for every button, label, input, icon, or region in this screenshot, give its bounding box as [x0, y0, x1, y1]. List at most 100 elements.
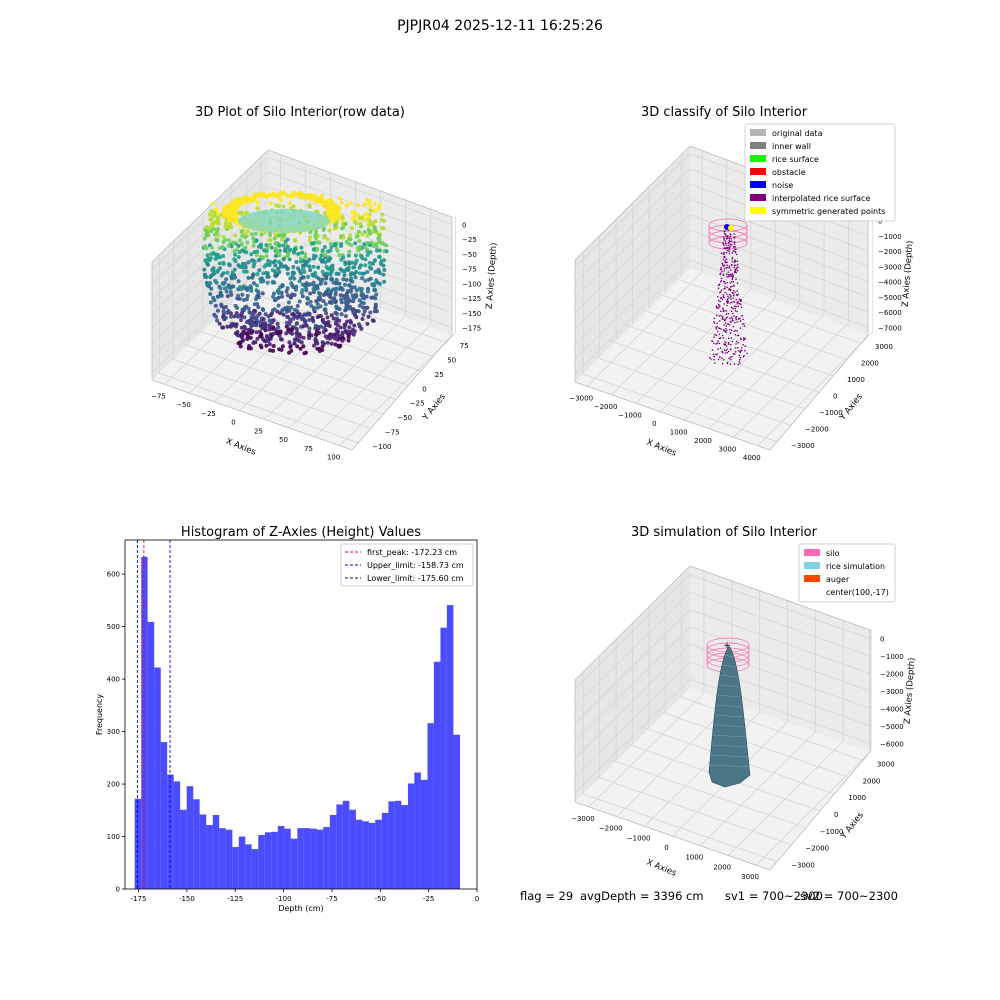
raw-data-point [354, 288, 359, 293]
p2-zgrid-left [574, 199, 691, 314]
interpolated-point [722, 258, 725, 261]
interpolated-point [735, 253, 738, 256]
p2-box-edge [574, 381, 771, 451]
raw-data-point [247, 327, 252, 332]
p2-zgrid-left [574, 260, 691, 375]
raw-data-point [244, 320, 249, 325]
histogram-bar [238, 836, 246, 889]
raw-data-point [273, 263, 278, 268]
raw-data-point [361, 292, 366, 297]
raw-data-point [202, 236, 207, 241]
interpolated-point [746, 352, 748, 355]
raw-data-point [278, 198, 283, 203]
interpolated-point [733, 294, 735, 297]
raw-data-point [316, 314, 321, 319]
raw-data-point [256, 244, 261, 249]
raw-data-point [246, 306, 251, 311]
raw-data-point [255, 336, 260, 341]
raw-data-point [322, 235, 327, 240]
raw-data-point [329, 289, 334, 294]
raw-data-point [350, 217, 355, 222]
interpolated-point [722, 294, 725, 296]
raw-data-point [344, 298, 349, 302]
interpolated-point [723, 269, 725, 272]
p2-ytick-label: 3000 [875, 343, 893, 351]
raw-data-point [285, 266, 290, 271]
interpolated-point [726, 237, 729, 240]
interpolated-point [728, 242, 730, 244]
interpolated-point [730, 240, 733, 242]
interpolated-point [730, 329, 733, 332]
raw-data-point [320, 248, 325, 253]
xtick-label: -175 [131, 895, 147, 903]
interpolated-point [719, 320, 721, 322]
p1-box-edge [267, 149, 453, 218]
raw-data-point [357, 246, 362, 251]
interpolated-point [731, 355, 733, 358]
raw-data-point [311, 253, 316, 258]
p2-xtick-label: 1000 [670, 428, 688, 436]
raw-data-point [337, 253, 342, 258]
p4-legend-label: center(100,-17) [826, 588, 889, 597]
raw-data-point [362, 202, 367, 207]
interpolated-point [728, 287, 731, 290]
raw-data-point [300, 294, 305, 299]
raw-data-point [329, 313, 334, 318]
interpolated-point [722, 273, 725, 276]
raw-data-point [363, 278, 368, 283]
raw-data-point [208, 292, 213, 296]
raw-data-point [290, 331, 295, 336]
interpolated-point [725, 266, 728, 269]
p4-ztick-label: −4000 [880, 705, 904, 713]
interpolated-point [726, 275, 728, 278]
interpolated-point [726, 293, 728, 295]
raw-data-point [322, 307, 327, 312]
raw-data-point [273, 241, 278, 246]
raw-data-point [233, 252, 238, 257]
raw-data-point [293, 237, 297, 242]
raw-data-point [301, 344, 306, 349]
raw-data-point [287, 201, 292, 206]
raw-data-point [307, 203, 312, 208]
interpolated-point [713, 353, 715, 356]
raw-data-point [337, 307, 342, 312]
interpolated-point [723, 239, 725, 241]
p4-ztick-label: 0 [880, 636, 884, 644]
interpolated-point [715, 334, 718, 337]
raw-data-point [368, 208, 373, 213]
raw-data-point [245, 229, 250, 234]
raw-data-point [272, 307, 277, 312]
raw-data-point [345, 319, 349, 324]
p4-xtick-label: −2000 [599, 825, 623, 833]
raw-data-point [269, 333, 274, 338]
raw-data-point [251, 281, 256, 286]
raw-rim-point [227, 217, 233, 223]
interpolated-point [720, 252, 723, 255]
raw-data-point [305, 311, 310, 316]
raw-data-point [226, 308, 231, 313]
interpolated-point [733, 330, 735, 333]
raw-data-point [290, 312, 295, 317]
interpolated-point [739, 327, 742, 329]
raw-data-point [324, 276, 329, 281]
raw-data-point [369, 266, 374, 271]
interpolated-point [730, 310, 733, 313]
raw-data-point [344, 304, 349, 309]
ytick-label: 200 [107, 781, 120, 789]
interpolated-point [725, 244, 728, 246]
raw-data-point [285, 253, 290, 258]
raw-data-point [224, 277, 229, 282]
raw-data-point [228, 221, 233, 226]
p2-ytick-label: 2000 [861, 360, 879, 368]
interpolated-point [732, 319, 734, 322]
raw-data-point [265, 271, 270, 276]
raw-data-point [218, 290, 223, 295]
raw-data-point [255, 283, 260, 288]
raw-data-point [334, 271, 339, 276]
raw-data-point [245, 286, 250, 290]
raw-data-point [298, 256, 303, 261]
p2-legend-swatch [750, 155, 766, 162]
interpolated-point [720, 281, 722, 283]
raw-data-point [291, 265, 296, 269]
raw-data-point [261, 337, 265, 342]
